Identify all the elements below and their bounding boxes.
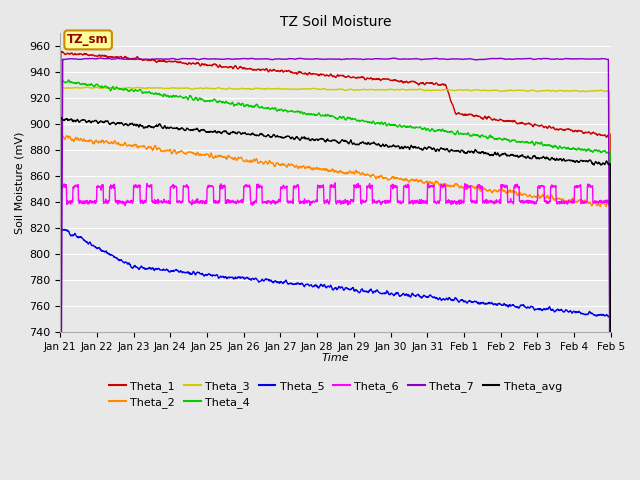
Theta_6 <box>301 200 309 205</box>
Theta_5 <box>312 282 319 288</box>
Line: Theta_3: Theta_3 <box>60 87 611 480</box>
Theta_3 <box>84 84 92 90</box>
Theta_3 <box>312 86 319 92</box>
Theta_3 <box>99 85 107 91</box>
Theta_5 <box>370 288 378 294</box>
Theta_2 <box>99 138 107 144</box>
Theta_7 <box>97 55 105 61</box>
Text: TZ_sm: TZ_sm <box>67 34 109 47</box>
Theta_6 <box>99 183 107 189</box>
Theta_avg <box>99 120 107 125</box>
Theta_6 <box>607 182 615 188</box>
Theta_4 <box>65 77 72 83</box>
Theta_4 <box>291 109 298 115</box>
Theta_1 <box>312 71 319 77</box>
Theta_5 <box>58 226 65 232</box>
Theta_3 <box>301 86 309 92</box>
Theta_avg <box>312 137 319 143</box>
Theta_4 <box>312 112 319 118</box>
Theta_5 <box>122 259 129 265</box>
Theta_5 <box>99 248 107 254</box>
Theta_6 <box>371 198 378 204</box>
Theta_2 <box>122 140 129 146</box>
Line: Theta_1: Theta_1 <box>60 51 611 480</box>
Theta_avg <box>291 137 298 143</box>
Theta_5 <box>301 282 309 288</box>
Theta_2 <box>301 165 309 171</box>
Theta_2 <box>63 132 70 138</box>
Theta_7 <box>99 56 107 61</box>
Theta_avg <box>122 121 129 127</box>
Theta_1 <box>370 76 378 82</box>
Line: Theta_4: Theta_4 <box>60 80 611 480</box>
Theta_3 <box>370 87 378 93</box>
Theta_6 <box>331 180 339 186</box>
Theta_4 <box>99 84 107 90</box>
Legend: Theta_1, Theta_2, Theta_3, Theta_4, Theta_5, Theta_6, Theta_7, Theta_avg: Theta_1, Theta_2, Theta_3, Theta_4, Thet… <box>105 376 566 413</box>
Theta_2 <box>291 164 298 169</box>
Theta_4 <box>122 86 129 92</box>
Theta_avg <box>301 136 309 142</box>
Theta_2 <box>312 167 319 172</box>
Line: Theta_6: Theta_6 <box>60 183 611 206</box>
Theta_1 <box>301 70 309 76</box>
Theta_6 <box>291 183 298 189</box>
Theta_3 <box>122 85 129 91</box>
X-axis label: Time: Time <box>322 353 349 363</box>
Theta_6 <box>122 203 129 209</box>
Y-axis label: Soil Moisture (mV): Soil Moisture (mV) <box>15 131 25 234</box>
Theta_4 <box>301 111 309 117</box>
Theta_5 <box>291 281 298 287</box>
Theta_7 <box>291 56 298 62</box>
Title: TZ Soil Moisture: TZ Soil Moisture <box>280 15 391 29</box>
Theta_1 <box>58 48 66 54</box>
Theta_avg <box>370 139 378 145</box>
Line: Theta_5: Theta_5 <box>60 229 611 480</box>
Theta_avg <box>57 114 65 120</box>
Theta_6 <box>56 181 64 187</box>
Theta_1 <box>122 54 129 60</box>
Theta_2 <box>370 173 378 179</box>
Theta_4 <box>370 119 378 125</box>
Theta_7 <box>122 56 129 62</box>
Theta_1 <box>291 71 298 76</box>
Line: Theta_7: Theta_7 <box>60 58 611 480</box>
Line: Theta_avg: Theta_avg <box>60 117 611 480</box>
Theta_1 <box>99 53 107 59</box>
Line: Theta_2: Theta_2 <box>60 135 611 480</box>
Theta_7 <box>370 56 378 61</box>
Theta_6 <box>122 200 129 205</box>
Theta_7 <box>301 56 309 62</box>
Theta_7 <box>312 56 319 61</box>
Theta_3 <box>291 86 298 92</box>
Theta_6 <box>312 198 319 204</box>
